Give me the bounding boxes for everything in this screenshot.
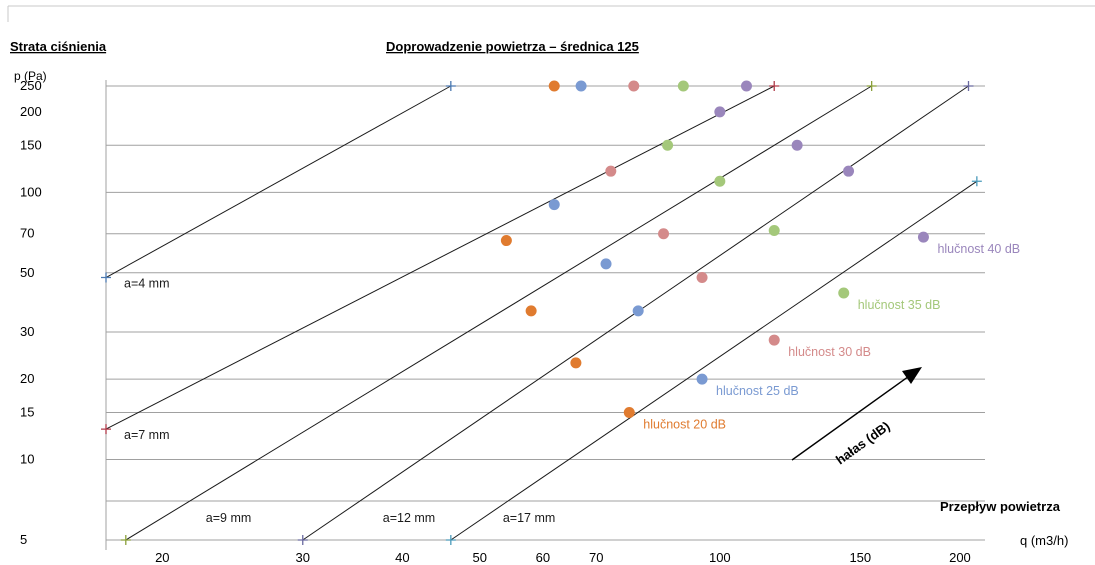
noise-point: [768, 334, 780, 346]
series-end-marker: [101, 272, 111, 283]
x-tick-labels: 20 30 40 50 60 70 100 150 200: [155, 550, 971, 565]
noise-point: [605, 165, 617, 177]
noise-arrow-label: hałas (dB): [833, 418, 893, 467]
noise-label: hlučnost 35 dB: [858, 298, 941, 312]
series-label: a=7 mm: [124, 428, 170, 442]
noise-point: [917, 231, 929, 243]
x-tick-label: 100: [709, 550, 731, 565]
x-tick-label: 40: [395, 550, 409, 565]
y-tick-label: 15: [20, 405, 34, 420]
series-end-marker: [963, 81, 974, 91]
y-tick-label: 5: [20, 532, 27, 547]
noise-point: [791, 139, 803, 151]
noise-point: [548, 199, 560, 211]
series-lines: a=4 mm a=7 mm a=9 mm a=12 mm a=17 mm: [101, 81, 982, 545]
noise-point: [838, 287, 850, 299]
x-tick-label: 50: [472, 550, 486, 565]
noise-arrow: [791, 373, 913, 461]
y-tick-label: 50: [20, 265, 34, 280]
chart-subtitle: Strata ciśnienia: [10, 39, 107, 54]
x-tick-label: 30: [296, 550, 310, 565]
noise-label: hlučnost 20 dB: [643, 418, 726, 432]
chart-title: Doprowadzenie powietrza – średnica 125: [386, 39, 639, 54]
noise-label: hlučnost 25 dB: [716, 384, 799, 398]
noise-point: [632, 305, 644, 317]
series-end-marker: [297, 535, 308, 545]
x-tick-label: 200: [949, 550, 971, 565]
series-line: [105, 85, 452, 278]
noise-point: [768, 224, 780, 236]
series-end-marker: [101, 424, 111, 435]
noise-point: [570, 357, 582, 369]
series-end-marker: [866, 81, 877, 91]
noise-point: [843, 165, 855, 177]
noise-point: [658, 228, 670, 240]
y-tick-label: 10: [20, 452, 34, 467]
noise-point: [623, 407, 635, 419]
y-tick-label: 150: [20, 137, 42, 152]
series-line: [105, 85, 775, 430]
x-axis-label: q (m3/h): [1020, 533, 1068, 548]
noise-label: hlučnost 30 dB: [788, 345, 871, 359]
x-tick-label: 20: [155, 550, 169, 565]
y-tick-label: 200: [20, 104, 42, 119]
series-end-marker: [769, 81, 780, 91]
series-end-marker: [971, 176, 982, 187]
noise-point: [696, 272, 708, 284]
x-tick-label: 150: [849, 550, 871, 565]
series-line: [450, 180, 978, 541]
noise-point: [696, 373, 708, 385]
series-label: a=9 mm: [206, 511, 252, 525]
noise-point: [500, 235, 512, 247]
noise-point: [677, 80, 689, 92]
y-tick-labels: 5 10 15 20 30 50 70 100 150 200 250: [20, 78, 42, 547]
x-tick-label: 70: [589, 550, 603, 565]
noise-point: [575, 80, 587, 92]
noise-point: [600, 258, 612, 270]
series-label: a=17 mm: [503, 511, 555, 525]
noise-point: [525, 305, 537, 317]
noise-point: [714, 175, 726, 187]
noise-label: hlučnost 40 dB: [937, 242, 1020, 256]
series-end-marker: [120, 535, 131, 545]
series-label: a=12 mm: [383, 511, 435, 525]
series-end-marker: [445, 535, 456, 545]
y-tick-label: 250: [20, 78, 42, 93]
y-tick-label: 30: [20, 324, 34, 339]
noise-point: [714, 106, 726, 118]
series-line: [125, 85, 872, 541]
x-axis-title: Przepływ powietrza: [940, 499, 1061, 514]
y-tick-label: 100: [20, 184, 42, 199]
noise-point: [740, 80, 752, 92]
grid: [105, 80, 985, 550]
series-label: a=4 mm: [124, 277, 170, 291]
noise-arrow-head: [902, 367, 922, 384]
noise-point: [662, 139, 674, 151]
noise-point: [628, 80, 640, 92]
y-tick-label: 70: [20, 226, 34, 241]
x-tick-label: 60: [536, 550, 550, 565]
y-axis-label: p (Pa): [14, 69, 47, 83]
noise-markers: hlučnost 20 dB hlučnost 25 dB hlučnost 30 …: [500, 80, 1020, 432]
series-end-marker: [445, 81, 456, 91]
noise-point: [548, 80, 560, 92]
y-tick-label: 20: [20, 371, 34, 386]
